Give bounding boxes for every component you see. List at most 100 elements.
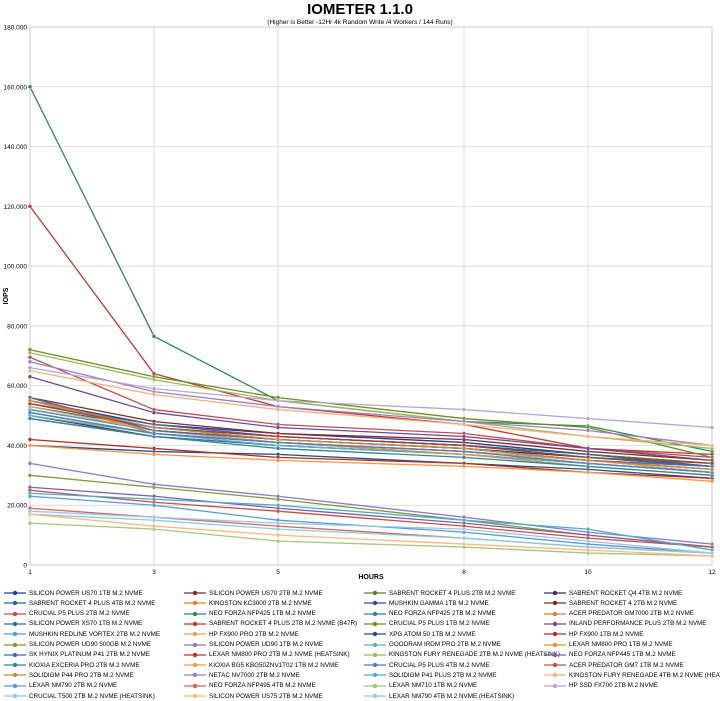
x-tick-label: 5 bbox=[276, 569, 280, 576]
data-point bbox=[461, 541, 467, 547]
legend-swatch bbox=[184, 642, 206, 647]
y-tick-label: 140.000 bbox=[4, 144, 28, 151]
data-point bbox=[461, 526, 467, 532]
legend-item: CRUCIAL P5 PLUS 1TB M.2 NVME bbox=[364, 619, 490, 629]
legend-label: SILICON POWER UD90 500GB M.2 NVME bbox=[29, 641, 152, 648]
legend-item: ACER PREDATOR GM7 1TB M.2 NVME bbox=[544, 660, 684, 670]
data-point bbox=[151, 514, 157, 520]
legend-label: SABRENT ROCKET 4 PLUS 4TB M.2 NVME bbox=[29, 599, 156, 607]
series-line bbox=[29, 205, 713, 456]
legend-swatch bbox=[184, 673, 206, 678]
legend-item: HP SSD FX700 2TB M.2 NVME bbox=[544, 681, 658, 691]
y-tick-label: 60.000 bbox=[7, 383, 27, 390]
legend-item: MUSHKIN GAMMA 1TB M.2 NVME bbox=[364, 598, 489, 608]
y-tick-label: 160.000 bbox=[4, 84, 28, 91]
data-point bbox=[27, 84, 33, 89]
series-line bbox=[29, 370, 713, 447]
legend-label: KINGSTON KC3000 2TB M.2 NVME bbox=[209, 599, 312, 607]
legend-swatch bbox=[544, 662, 566, 668]
data-point bbox=[461, 464, 467, 469]
data-point bbox=[275, 494, 281, 499]
data-point bbox=[151, 503, 157, 508]
axes: 0 20.000 40.000 60.000 80.000 100.000 120.000 1… bbox=[4, 25, 716, 577]
x-tick-label: 3 bbox=[152, 569, 156, 576]
legend-label: MUSHKIN GAMMA 1TB M.2 NVME bbox=[389, 599, 489, 607]
series-line bbox=[29, 411, 713, 473]
legend-swatch bbox=[544, 601, 566, 606]
legend-label: XPG ATOM 50 1TB M.2 NVME bbox=[389, 630, 476, 638]
data-point bbox=[151, 482, 157, 487]
data-point bbox=[585, 526, 591, 532]
legend-label: SOLIDIGM P44 PRO 2TB M.2 NVME bbox=[29, 671, 134, 679]
series-line bbox=[29, 396, 713, 462]
x-tick-label: 1 bbox=[28, 569, 32, 576]
legend-label: LEXAR NM710 1TB M.2 NVME bbox=[389, 682, 478, 690]
data-point bbox=[709, 425, 715, 430]
legend-swatch bbox=[184, 590, 206, 596]
legend-label: HP FX900 PRO 2TB M.2 NVME bbox=[209, 630, 299, 638]
legend-swatch bbox=[544, 652, 566, 657]
legend-label: CRUCIAL P5 PLUS 1TB M.2 NVME bbox=[389, 620, 490, 628]
y-tick-label: 40.000 bbox=[7, 443, 27, 450]
data-point bbox=[585, 434, 591, 439]
legend-item: LEXAR NM790 2TB M.2 NVME bbox=[4, 681, 117, 691]
legend-swatch bbox=[184, 601, 206, 606]
y-axis-label: IOPS bbox=[3, 287, 10, 304]
series-31 bbox=[27, 410, 715, 475]
x-tick-label: 8 bbox=[462, 569, 466, 576]
series-line bbox=[29, 361, 713, 447]
legend-label: INLAND PERFORMANCE PLUS 2TB M.2 NVME bbox=[569, 620, 707, 628]
data-point bbox=[275, 509, 281, 514]
legend-label: SABRENT ROCKET 4 PLUS 2TB M.2 NVME bbox=[389, 589, 516, 597]
legend-item: CRUCIAL P5 PLUS 2TB M.2 NVME bbox=[4, 609, 130, 619]
legend-label: KINGSTON FURY RENEGADE 2TB M.2 NVME (HEA… bbox=[389, 651, 560, 659]
legend-item: NEO FORZA NFP425 2TB M.2 NVME bbox=[364, 609, 496, 619]
legend-swatch bbox=[184, 662, 206, 668]
legend-swatch bbox=[184, 611, 206, 616]
legend-item: SILICON POWER US70 1TB M.2 NVME bbox=[4, 588, 143, 598]
legend-label: KINGSTON FURY RENEGADE 4TB M.2 NVME (HEA… bbox=[569, 671, 720, 679]
series-30 bbox=[27, 443, 715, 484]
legend-label: CRUCIAL P5 PLUS 2TB M.2 NVME bbox=[29, 610, 130, 618]
plot-area bbox=[29, 26, 713, 566]
series-40 bbox=[27, 365, 715, 430]
y-tick-label: 80.000 bbox=[7, 323, 27, 330]
legend-label: KIOXIA EXCERIA PRO 2TB M.2 NVME bbox=[29, 661, 140, 669]
y-tick-label: 20.000 bbox=[7, 503, 27, 510]
legend-item: LEXAR NM800 PRO 1TB M.2 NVME bbox=[544, 640, 673, 650]
y-tick-label: 100.000 bbox=[4, 264, 28, 271]
legend-item: LEXAR NM710 1TB M.2 NVME bbox=[364, 681, 477, 691]
legend-swatch bbox=[4, 631, 26, 637]
series-36 bbox=[27, 368, 715, 448]
legend-swatch bbox=[184, 693, 206, 699]
legend-label: NEO FORZA NFP495 4TB M.2 NVME bbox=[209, 682, 316, 690]
data-point bbox=[151, 392, 157, 397]
data-point bbox=[151, 377, 157, 382]
legend-swatch bbox=[364, 642, 386, 647]
legend-item: KINGSTON FURY RENEGADE 4TB M.2 NVME (HEA… bbox=[544, 670, 720, 680]
data-point bbox=[27, 355, 33, 360]
legend-label: HP FX900 1TB M.2 NVME bbox=[569, 630, 644, 638]
legend-item: GOODRAM IRDM PRO 2TB M.2 NVME bbox=[364, 640, 501, 650]
data-point bbox=[27, 374, 33, 379]
data-point bbox=[461, 407, 467, 412]
data-point bbox=[27, 461, 33, 466]
data-point bbox=[27, 443, 33, 448]
data-point bbox=[275, 532, 281, 538]
legend-swatch bbox=[544, 590, 566, 596]
legend-label: HP SSD FX700 2TB M.2 NVME bbox=[569, 682, 659, 690]
legend-item: MUSHKIN REDLINE VORTEX 2TB M.2 NVME bbox=[4, 629, 160, 639]
legend-swatch bbox=[364, 621, 386, 627]
data-point bbox=[585, 446, 591, 451]
legend-item: KINGSTON KC3000 2TB M.2 NVME bbox=[184, 598, 312, 608]
data-point bbox=[461, 517, 467, 523]
line-chart: 0 20.000 40.000 60.000 80.000 100.000 120.000 1… bbox=[3, 25, 716, 582]
legend-label: NEO FORZA NFP445 1TB M.2 NVME bbox=[569, 651, 676, 659]
data-point bbox=[585, 428, 591, 433]
series-line bbox=[29, 444, 713, 479]
legend-label: SOLIDIGM P41 PLUS 2TB M.2 NVME bbox=[389, 671, 497, 679]
legend-swatch bbox=[4, 621, 26, 627]
legend-item: SABRENT ROCKET 4 PLUS 2TB M.2 NVME (B47R… bbox=[184, 619, 357, 629]
data-point bbox=[709, 461, 715, 466]
data-point bbox=[275, 503, 281, 508]
